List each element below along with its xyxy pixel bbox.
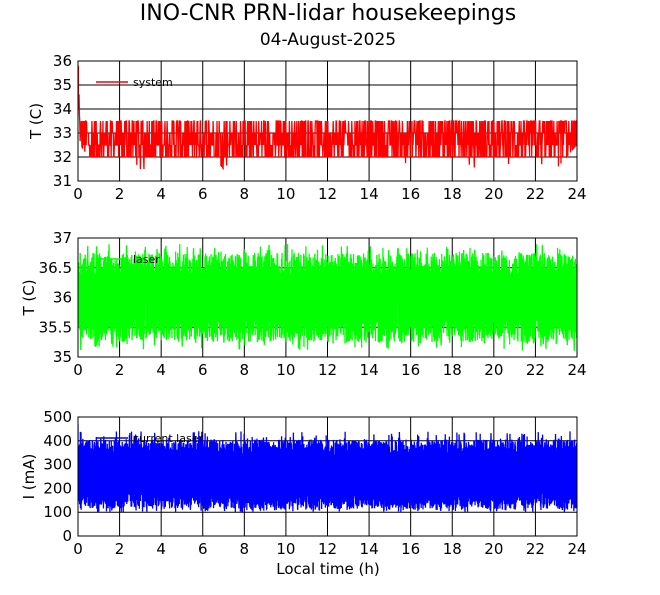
x-tick-label: 0 bbox=[73, 540, 83, 558]
x-tick-label: 18 bbox=[443, 361, 462, 379]
y-tick-label: 100 bbox=[43, 503, 72, 521]
x-tick-label: 24 bbox=[567, 185, 586, 203]
y-tick-label: 35 bbox=[53, 76, 72, 94]
x-tick-label: 10 bbox=[276, 185, 295, 203]
plot-frame bbox=[77, 60, 578, 182]
legend-label: laser bbox=[133, 253, 160, 266]
y-tick-label: 37 bbox=[53, 229, 72, 247]
x-tick-label: 24 bbox=[567, 540, 586, 558]
figure-subtitle: 04-August-2025 bbox=[260, 30, 396, 50]
y-tick-label: 31 bbox=[53, 172, 72, 190]
x-tick-label: 8 bbox=[240, 540, 250, 558]
x-tick-label: 12 bbox=[318, 185, 337, 203]
y-tick-label: 36 bbox=[53, 52, 72, 70]
x-tick-label: 12 bbox=[318, 361, 337, 379]
y-tick-label: 500 bbox=[43, 408, 72, 426]
x-tick-label: 14 bbox=[360, 361, 379, 379]
x-tick-label: 0 bbox=[73, 361, 83, 379]
legend-label: system bbox=[133, 76, 173, 89]
x-tick-label: 20 bbox=[484, 540, 503, 558]
series-line-current-laser bbox=[78, 424, 577, 513]
x-tick-label: 14 bbox=[360, 540, 379, 558]
x-tick-label: 0 bbox=[73, 185, 83, 203]
x-tick-label: 2 bbox=[115, 361, 125, 379]
x-tick-label: 4 bbox=[156, 185, 166, 203]
x-tick-label: 10 bbox=[276, 361, 295, 379]
x-tick-label: 4 bbox=[156, 540, 166, 558]
x-tick-label: 16 bbox=[401, 361, 420, 379]
legend-label: current laser bbox=[133, 432, 203, 445]
y-tick-label: 400 bbox=[43, 432, 72, 450]
x-tick-label: 8 bbox=[240, 361, 250, 379]
x-tick-label: 2 bbox=[115, 540, 125, 558]
x-tick-label: 18 bbox=[443, 540, 462, 558]
x-tick-label: 18 bbox=[443, 185, 462, 203]
x-tick-label: 4 bbox=[156, 361, 166, 379]
y-axis-label: T (C) bbox=[27, 103, 45, 140]
x-tick-label: 6 bbox=[198, 540, 208, 558]
x-tick-label: 24 bbox=[567, 361, 586, 379]
plot-frame bbox=[77, 416, 578, 537]
y-tick-label: 0 bbox=[62, 527, 72, 545]
x-tick-label: 20 bbox=[484, 185, 503, 203]
x-tick-label: 22 bbox=[526, 540, 545, 558]
y-tick-label: 200 bbox=[43, 479, 72, 497]
x-tick-label: 22 bbox=[526, 185, 545, 203]
plot-frame bbox=[77, 237, 578, 358]
x-tick-label: 6 bbox=[198, 361, 208, 379]
x-tick-label: 14 bbox=[360, 185, 379, 203]
series-line-laser bbox=[78, 244, 577, 351]
y-axis-label: I (mA) bbox=[20, 454, 38, 500]
x-tick-label: 10 bbox=[276, 540, 295, 558]
y-axis-label: T (C) bbox=[20, 279, 38, 316]
x-tick-label: 16 bbox=[401, 185, 420, 203]
x-tick-label: 12 bbox=[318, 540, 337, 558]
y-tick-label: 36 bbox=[53, 289, 72, 307]
y-tick-label: 300 bbox=[43, 456, 72, 474]
y-tick-label: 33 bbox=[53, 124, 72, 142]
y-tick-label: 35 bbox=[53, 348, 72, 366]
x-tick-label: 2 bbox=[115, 185, 125, 203]
x-tick-label: 16 bbox=[401, 540, 420, 558]
y-tick-label: 36.5 bbox=[39, 259, 72, 277]
x-tick-label: 8 bbox=[240, 185, 250, 203]
x-axis-label: Local time (h) bbox=[276, 560, 380, 578]
figure-title: INO-CNR PRN-lidar housekeepings bbox=[140, 1, 516, 26]
y-tick-label: 34 bbox=[53, 100, 72, 118]
series-line-system bbox=[78, 65, 577, 171]
x-tick-label: 20 bbox=[484, 361, 503, 379]
y-tick-label: 32 bbox=[53, 148, 72, 166]
x-tick-label: 6 bbox=[198, 185, 208, 203]
y-tick-label: 35.5 bbox=[39, 318, 72, 336]
x-tick-label: 22 bbox=[526, 361, 545, 379]
